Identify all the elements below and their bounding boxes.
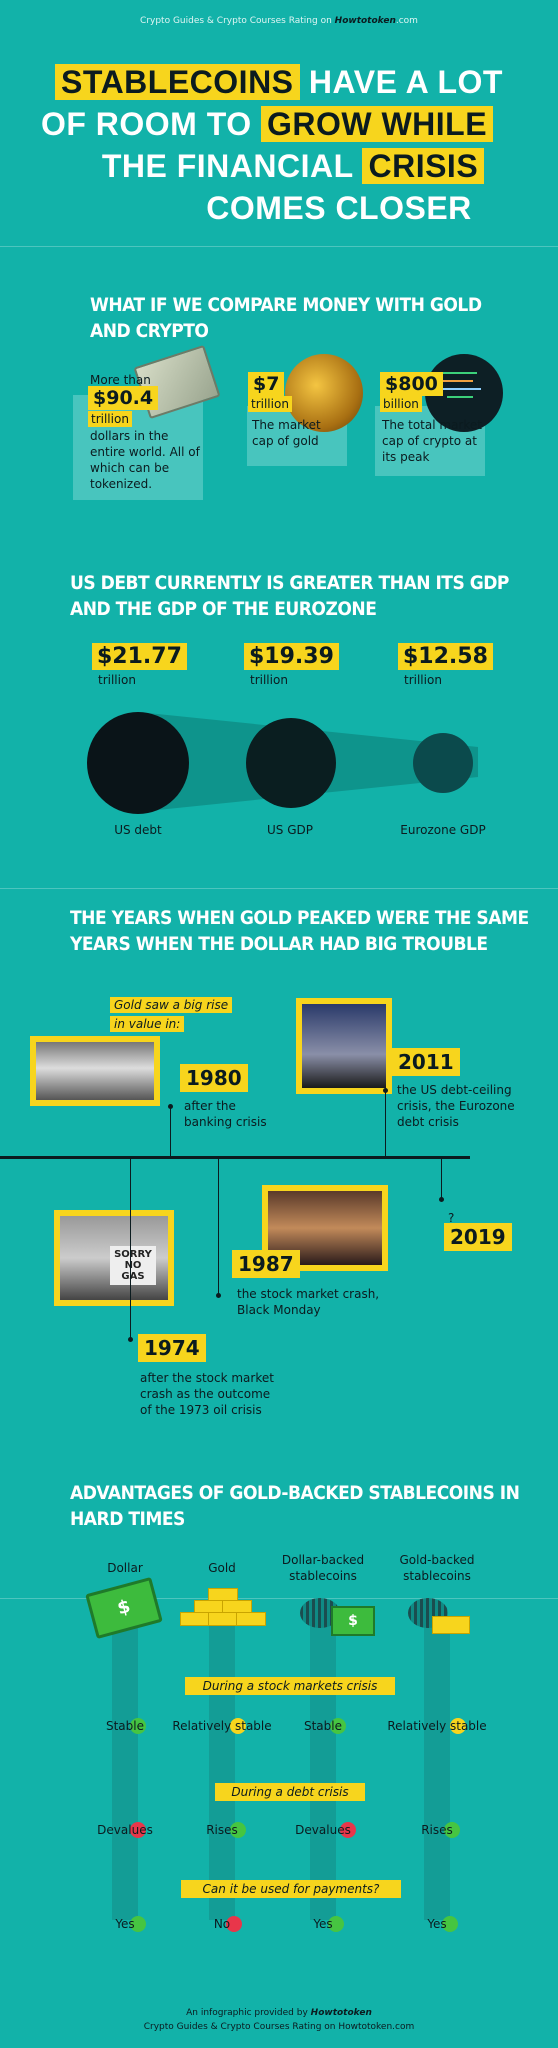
column-lane bbox=[112, 1620, 138, 1920]
column-lane bbox=[310, 1620, 336, 1920]
gold-bars-icon bbox=[285, 354, 363, 432]
title-word-highlight: CRISIS bbox=[362, 148, 485, 184]
status-dot bbox=[130, 1718, 146, 1734]
timeline-connector bbox=[170, 1106, 171, 1156]
timeline-connector bbox=[441, 1159, 442, 1199]
debt-amount: $19.39 bbox=[244, 643, 339, 670]
money-heading: WHAT IF WE COMPARE MONEY WITH GOLD AND C… bbox=[90, 294, 482, 342]
top-credit-line: Crypto Guides & Crypto Courses Rating on… bbox=[140, 16, 418, 26]
money-amount: $7 bbox=[248, 372, 285, 396]
status-dot bbox=[230, 1718, 246, 1734]
press-briefing-photo bbox=[296, 998, 392, 1094]
year-label: 2011 bbox=[392, 1048, 460, 1076]
column-header: Dollar-backed stablecoins bbox=[281, 1553, 365, 1583]
federal-reserve-photo bbox=[30, 1036, 160, 1106]
section-divider bbox=[0, 888, 558, 889]
question-pill: Can it be used for payments? bbox=[181, 1880, 401, 1898]
value-cell: Stable bbox=[303, 1719, 342, 1733]
value-cell: Stable bbox=[105, 1719, 144, 1733]
value-cell: Yes bbox=[313, 1917, 333, 1931]
status-dot bbox=[442, 1916, 458, 1932]
money-amount: $800 bbox=[380, 372, 443, 396]
main-title: STABLECOINS HAVE A LOT OF ROOM TO GROW W… bbox=[40, 64, 503, 226]
value-cell: Rises bbox=[206, 1823, 238, 1837]
year-label: 1987 bbox=[232, 1250, 300, 1278]
timeline-dot bbox=[216, 1293, 221, 1298]
status-dot bbox=[230, 1822, 246, 1838]
section-divider bbox=[0, 246, 558, 247]
value-cell: Relatively stable bbox=[387, 1719, 487, 1733]
timeline-connector bbox=[218, 1159, 219, 1295]
title-word-highlight: GROW WHILE bbox=[260, 106, 494, 142]
us-gdp-circle bbox=[246, 718, 336, 808]
value-cell: Devalues bbox=[295, 1823, 351, 1837]
value-cell: No bbox=[213, 1917, 231, 1931]
value-cell: Yes bbox=[115, 1917, 135, 1931]
status-dot bbox=[450, 1718, 466, 1734]
timeline-dot bbox=[128, 1337, 133, 1342]
debt-amount: $21.77 bbox=[92, 643, 187, 670]
timeline-connector bbox=[385, 1092, 386, 1156]
value-cell: Rises bbox=[421, 1823, 453, 1837]
debt-amount: $12.58 bbox=[398, 643, 493, 670]
column-header: Gold bbox=[208, 1561, 236, 1575]
status-dot bbox=[130, 1822, 146, 1838]
status-dot bbox=[444, 1822, 460, 1838]
status-dot bbox=[226, 1916, 242, 1932]
year-label: 1980 bbox=[180, 1064, 248, 1092]
column-lane bbox=[209, 1620, 235, 1920]
advantages-heading: ADVANTAGES OF GOLD-BACKED STABLECOINS IN… bbox=[70, 1482, 520, 1530]
gold-note: Gold saw a big rise in value in: bbox=[110, 994, 233, 1032]
year-label: 1974 bbox=[138, 1334, 206, 1362]
gold-bars-icon bbox=[178, 1588, 266, 1626]
footer-link-line: Crypto Guides & Crypto Courses Rating on… bbox=[143, 2022, 415, 2032]
column-header: Gold-backed stablecoins bbox=[399, 1553, 475, 1583]
value-cell: Devalues bbox=[97, 1823, 153, 1837]
brand-logo-text: Howtotoken bbox=[334, 16, 396, 26]
money-amount: $90.4 bbox=[88, 386, 159, 410]
debt-label: US GDP bbox=[267, 823, 313, 837]
timeline-dot bbox=[439, 1197, 444, 1202]
dollar-bill-icon: $ bbox=[85, 1576, 163, 1640]
title-word-highlight: STABLECOINS bbox=[55, 64, 300, 100]
status-dot bbox=[330, 1718, 346, 1734]
question-pill: During a stock markets crisis bbox=[185, 1677, 395, 1695]
section-divider bbox=[0, 1598, 558, 1599]
gold-bar-icon bbox=[432, 1616, 470, 1634]
us-debt-circle bbox=[87, 712, 189, 814]
debt-label: Eurozone GDP bbox=[400, 823, 486, 837]
dollar-token-icon: $ bbox=[331, 1606, 375, 1636]
value-cell: Relatively stable bbox=[172, 1719, 272, 1733]
column-lane bbox=[424, 1620, 450, 1920]
status-dot bbox=[328, 1916, 344, 1932]
timeline-axis bbox=[0, 1156, 470, 1159]
no-gas-photo: SORRY NO GAS bbox=[54, 1210, 174, 1306]
year-label: 2019 bbox=[444, 1223, 512, 1251]
no-gas-sign: SORRY NO GAS bbox=[110, 1246, 156, 1285]
timeline-heading: THE YEARS WHEN GOLD PEAKED WERE THE SAME… bbox=[70, 907, 529, 955]
eurozone-gdp-circle bbox=[413, 733, 473, 793]
timeline-connector bbox=[130, 1159, 131, 1339]
footer-credit: An infographic provided by Howtotoken bbox=[186, 2008, 372, 2018]
brand-logo-text: Howtotoken bbox=[310, 2008, 372, 2018]
debt-heading: US DEBT CURRENTLY IS GREATER THAN ITS GD… bbox=[70, 572, 509, 620]
value-cell: Yes bbox=[427, 1917, 447, 1931]
status-dot bbox=[340, 1822, 356, 1838]
column-header: Dollar bbox=[107, 1561, 143, 1575]
question-pill: During a debt crisis bbox=[215, 1783, 365, 1801]
stock-exchange-photo bbox=[262, 1185, 388, 1271]
timeline-dot bbox=[383, 1088, 388, 1093]
debt-label: US debt bbox=[114, 823, 162, 837]
status-dot bbox=[130, 1916, 146, 1932]
